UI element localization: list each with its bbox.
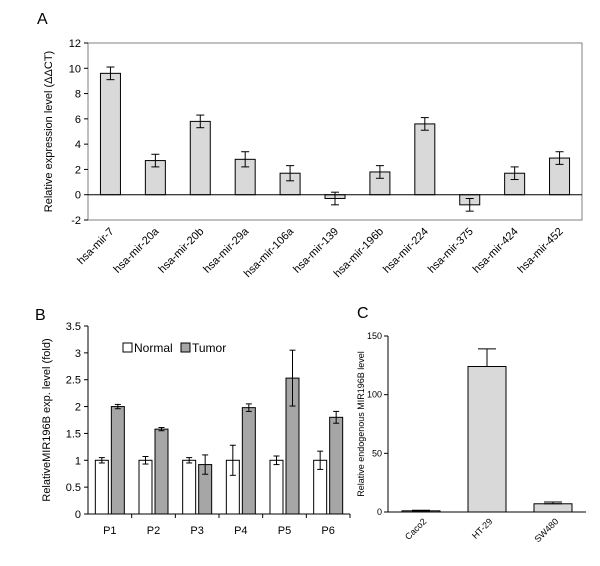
x-tick-label-b: P3 <box>190 525 203 537</box>
y-tick-label-b: 2 <box>75 402 81 414</box>
x-tick-label-b: P4 <box>234 525 247 537</box>
bar-b-tumor <box>241 407 256 515</box>
legend-label-b: Normal <box>134 341 173 355</box>
y-tick-label-a: -2 <box>71 215 81 227</box>
panel-b: B 0 0.5 1 1.5 2 2.5 3 3.5 RelativeMIR196B exp. le… <box>35 307 351 537</box>
bar-b-normal <box>269 459 284 515</box>
bar-a <box>189 120 211 196</box>
y-tick-label-a: 2 <box>75 164 81 176</box>
panel-letter-a: A <box>37 11 48 28</box>
plot-area-a <box>87 42 583 221</box>
x-tick-label-b: P1 <box>103 525 116 537</box>
panel-letter-c: C <box>357 305 369 322</box>
y-tick-label-b: 3.5 <box>66 321 81 333</box>
x-tick-label-b: P6 <box>321 525 334 537</box>
y-tick-label-a: 6 <box>75 114 81 126</box>
x-tick-label-a: hsa-mir-7 <box>75 226 116 267</box>
y-axis-label-c: Relative endogenous MIR196B level <box>356 351 366 497</box>
bar-c <box>467 366 507 513</box>
x-tick-label-a: hsa-mir-375 <box>426 226 476 276</box>
x-tick-label-c: HT-29 <box>470 516 494 540</box>
y-tick-label-c: 100 <box>367 390 382 400</box>
x-tick-label-a: hsa-mir-20b <box>156 226 206 276</box>
y-tick-label-a: 0 <box>75 190 81 202</box>
x-tick-label-b: P5 <box>278 525 291 537</box>
y-tick-label-b: 1 <box>75 455 81 467</box>
y-tick-label-b: 0.5 <box>66 482 81 494</box>
bar-b-normal <box>182 459 197 515</box>
x-tick-label-a: hsa-mir-224 <box>381 226 431 276</box>
x-tick-label-b: P2 <box>147 525 160 537</box>
y-tick-label-b: 3 <box>75 348 81 360</box>
bar-b-normal <box>138 459 153 515</box>
x-tick-label-a: hsa-mir-424 <box>471 226 521 276</box>
y-tick-label-a: 12 <box>69 38 81 50</box>
y-tick-label-a: 10 <box>69 63 81 75</box>
bar-a <box>414 123 436 196</box>
y-tick-label-c: 50 <box>372 448 382 458</box>
y-tick-label-a: 8 <box>75 89 81 101</box>
y-axis-label-b: RelativeMIR196B exp. level (fold) <box>41 338 53 501</box>
legend-swatch-b <box>180 342 191 353</box>
y-axis-label-a: Relative expression level (ΔΔCT) <box>43 51 55 212</box>
bar-b-normal <box>94 459 109 515</box>
y-tick-label-b: 2.5 <box>66 375 81 387</box>
y-tick-label-b: 0 <box>75 509 81 521</box>
y-tick-label-b: 1.5 <box>66 428 81 440</box>
legend-label-b: Tumor <box>192 341 226 355</box>
legend-swatch-b <box>122 342 133 353</box>
bar-b-tumor <box>110 406 125 515</box>
x-tick-label-a: hsa-mir-20a <box>112 225 163 276</box>
x-tick-label-a: hsa-mir-139 <box>291 226 341 276</box>
panel-letter-b: B <box>35 307 46 324</box>
x-tick-label-a: hsa-mir-452 <box>516 226 566 276</box>
y-tick-label-a: 4 <box>75 139 81 151</box>
x-tick-label-c: SW480 <box>532 516 560 544</box>
y-tick-label-c: 0 <box>377 507 382 517</box>
bar-b-tumor <box>154 428 169 515</box>
y-tick-label-c: 150 <box>367 331 382 341</box>
bar-c <box>533 503 573 513</box>
bar-a <box>99 72 121 196</box>
bar-b-tumor <box>329 416 344 515</box>
x-tick-label-c: Caco2 <box>403 516 428 541</box>
panel-a: A -2 0 2 4 6 8 10 12 Relative expression level (Δ… <box>37 11 583 280</box>
